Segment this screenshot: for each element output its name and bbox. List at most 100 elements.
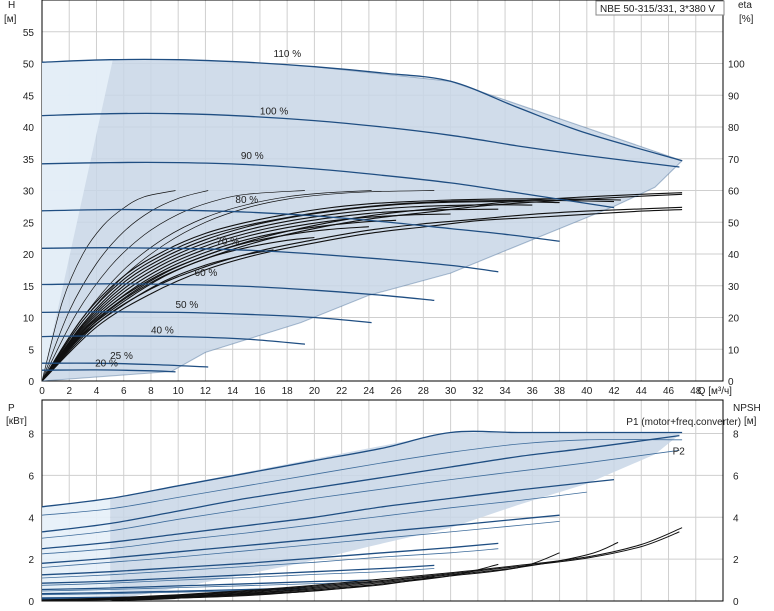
eta-curve — [41, 192, 683, 382]
eta-curve-thin — [41, 190, 209, 382]
top-x-tick-label: 4 — [94, 386, 100, 397]
top-y-right-tick-label: 0 — [728, 377, 734, 388]
speed-label: 100 % — [260, 106, 288, 117]
eta-curve-thin — [41, 190, 435, 382]
p1-curve — [41, 430, 683, 508]
top-x-tick-label: 26 — [391, 386, 403, 397]
bottom-y-left-tick-label: 8 — [28, 430, 34, 441]
top-x-tick-label: 30 — [445, 386, 457, 397]
bottom-plot-frame — [41, 399, 724, 602]
bottom-y-left-tick-label: 6 — [28, 471, 34, 482]
head-curve — [41, 362, 209, 368]
speed-label: 70 % — [216, 236, 239, 247]
top-x-tick-label: 42 — [608, 386, 620, 397]
eta-curve-thin — [41, 190, 305, 382]
p1-curve — [41, 579, 372, 591]
eta-curve — [41, 219, 397, 382]
top-x-tick-label: 6 — [121, 386, 127, 397]
p2-curve — [41, 449, 680, 539]
top-y-right-tick-label: 20 — [728, 314, 740, 325]
top-y-left-tick-label: 35 — [23, 155, 35, 166]
top-x-tick-label: 18 — [282, 386, 294, 397]
top-y-left-tick-label: 30 — [23, 187, 35, 198]
head-curve — [41, 283, 435, 302]
head-curve — [41, 311, 372, 324]
npsh-curve — [41, 598, 176, 602]
eta-curve — [41, 249, 274, 382]
top-right-axis-label: eta — [738, 0, 752, 11]
head-curve — [41, 161, 615, 209]
top-x-axis-label: Q [м³/ч] — [698, 386, 733, 397]
eta-curve — [41, 226, 369, 382]
top-x-tick-label: 20 — [309, 386, 321, 397]
top-y-left-tick-label: 25 — [23, 218, 35, 229]
eta-curve — [41, 206, 683, 382]
top-y-left-tick-label: 45 — [23, 91, 35, 102]
bottom-y-right-tick-label: 2 — [733, 555, 739, 566]
bottom-y-right-tick-label: 6 — [733, 471, 739, 482]
p1-curve — [41, 478, 615, 550]
bottom-curves — [41, 430, 683, 602]
top-x-tick-label: 34 — [500, 386, 512, 397]
eta-curve-thin — [41, 190, 176, 382]
top-y-right-tick-label: 90 — [728, 91, 740, 102]
envelope-edge — [41, 66, 684, 382]
top-x-tick-label: 22 — [336, 386, 348, 397]
head-curve — [41, 369, 176, 373]
top-y-left-tick-label: 50 — [23, 60, 35, 71]
p1-curve — [41, 564, 435, 584]
eta-curve — [41, 208, 499, 382]
speed-label: 20 % — [95, 358, 118, 369]
bottom-y-left-tick-label: 0 — [28, 597, 34, 608]
bottom-y-right-tick-label: 4 — [733, 513, 739, 524]
p2-curve — [41, 568, 435, 586]
top-y-left-tick-label: 5 — [28, 345, 34, 356]
speed-label: 80 % — [235, 195, 258, 206]
bottom-series-labels: P1 (motor+freq.converter) P2 — [626, 417, 741, 457]
head-curve — [41, 247, 499, 273]
eta-curve — [41, 204, 533, 382]
top-y-right-tick-label: 30 — [728, 282, 740, 293]
speed-label: 40 % — [151, 325, 174, 336]
top-x-tick-label: 46 — [663, 386, 675, 397]
series-label: P2 — [673, 446, 686, 457]
bottom-right-axis-unit: [м] — [744, 416, 757, 427]
bottom-y-left-tick-label: 2 — [28, 555, 34, 566]
title-box — [595, 0, 725, 16]
top-x-tick-label: 8 — [148, 386, 154, 397]
top-x-tick-label: 38 — [554, 386, 566, 397]
head-curve — [41, 58, 683, 162]
top-x-tick-label: 28 — [418, 386, 430, 397]
p2-curve — [41, 491, 587, 555]
top-y-right-tick-label: 70 — [728, 155, 740, 166]
series-label: P1 (motor+freq.converter) — [626, 417, 741, 428]
eta-curve — [41, 198, 621, 382]
eta-curve — [41, 209, 683, 382]
head-curve — [41, 335, 305, 345]
top-x-tick-label: 44 — [636, 386, 648, 397]
speed-label: 25 % — [110, 351, 133, 362]
low-flow-band — [42, 59, 113, 381]
p2-curve — [41, 581, 372, 592]
top-y-left-tick-label: 55 — [23, 28, 35, 39]
top-left-axis-unit: [м] — [4, 14, 17, 25]
head-curve — [41, 208, 560, 242]
p2-curve — [41, 548, 499, 579]
bottom-y-right-tick-label: 8 — [733, 430, 739, 441]
bottom-right-axis-label: NPSH — [733, 403, 761, 414]
top-y-right-tick-label: 60 — [728, 187, 740, 198]
top-x-tick-label: 24 — [363, 386, 375, 397]
top-y-left-tick-label: 10 — [23, 314, 35, 325]
top-speed-labels: 110 % 100 % 90 % 80 % 70 % 60 % 50 % 40 % 25 %20… — [95, 49, 301, 369]
top-y-right-tick-label: 10 — [728, 345, 740, 356]
top-y-right-tick-label: 40 — [728, 250, 740, 261]
top-x-tick-label: 16 — [254, 386, 266, 397]
p1-curve — [41, 514, 560, 564]
speed-label: 110 % — [274, 49, 302, 60]
top-curves — [41, 58, 684, 382]
top-x-tick-label: 48 — [690, 386, 702, 397]
top-x-tick-label: 2 — [66, 386, 72, 397]
top-y-left-tick-label: 20 — [23, 250, 35, 261]
speed-label: 90 % — [241, 151, 264, 162]
